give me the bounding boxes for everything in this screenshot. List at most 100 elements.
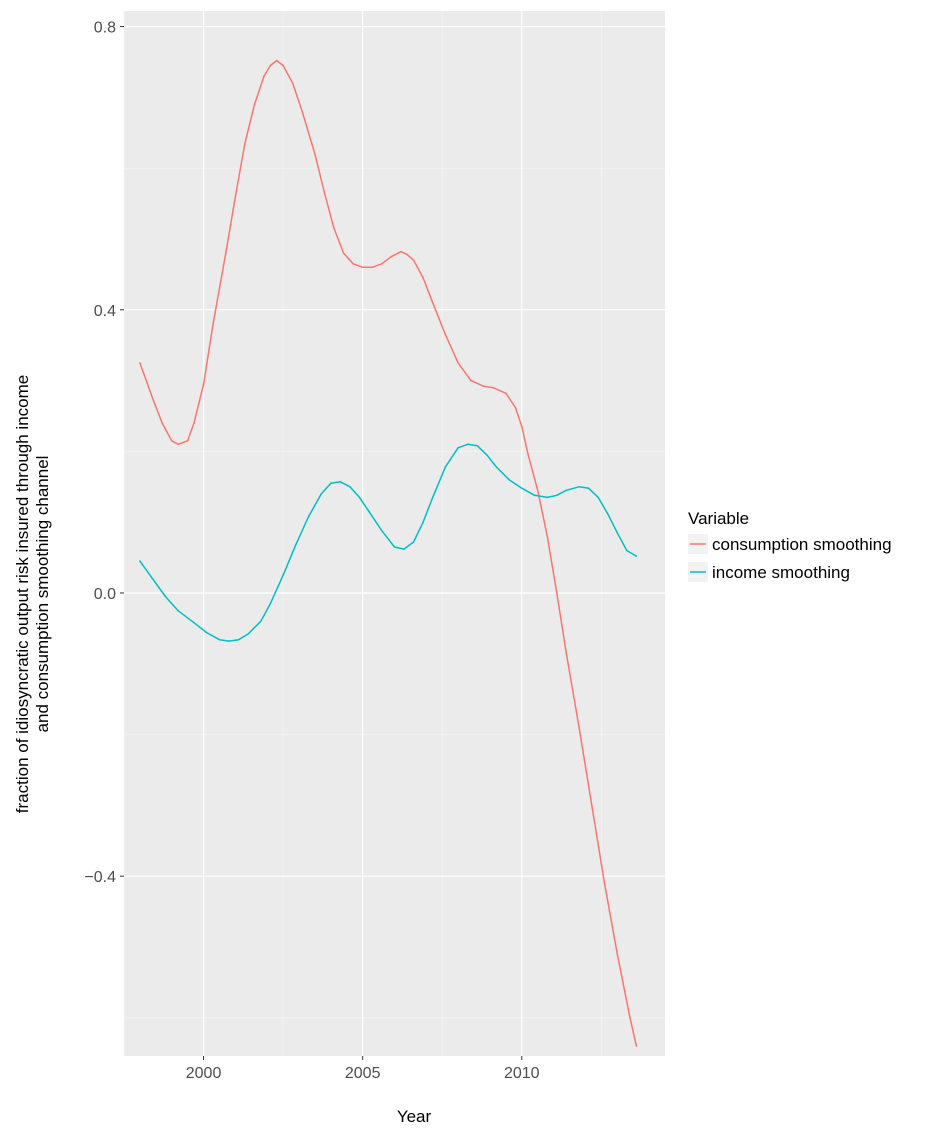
consumption-smoothing-point (546, 535, 549, 538)
income-smoothing-point (422, 521, 424, 523)
consumption-smoothing-point (212, 323, 214, 325)
consumption-smoothing-point (381, 263, 383, 265)
income-smoothing-point (403, 548, 405, 550)
income-smoothing-point (205, 631, 208, 634)
grid (123, 11, 665, 1056)
consumption-smoothing-point (234, 195, 237, 198)
income-smoothing-point (431, 496, 434, 499)
consumption-smoothing-point (482, 385, 485, 388)
income-smoothing-point (556, 494, 558, 497)
consumption-smoothing-point (139, 362, 141, 364)
consumption-smoothing-point (186, 440, 189, 442)
consumption-smoothing-point (422, 277, 424, 279)
income-smoothing-point (218, 638, 221, 641)
income-smoothing-point (247, 633, 249, 635)
consumption-smoothing-point (253, 103, 256, 106)
consumption-smoothing-point (565, 652, 568, 654)
consumption-smoothing-point (323, 192, 326, 194)
consumption-smoothing-point (629, 1017, 631, 1019)
consumption-smoothing-point (616, 953, 619, 955)
consumption-smoothing-point (301, 110, 304, 113)
consumption-smoothing-line (139, 59, 638, 1047)
consumption-smoothing-point (603, 882, 606, 884)
income-smoothing-point (339, 481, 342, 483)
income-smoothing-point (616, 532, 619, 534)
series-lines (139, 59, 638, 1047)
consumption-smoothing-point (371, 266, 374, 269)
consumption-smoothing-point (177, 443, 179, 446)
consumption-smoothing-point (361, 266, 364, 269)
income-smoothing-point (565, 489, 568, 492)
consumption-smoothing-point (470, 379, 472, 382)
x-axis-title: Year (397, 1107, 432, 1126)
consumption-smoothing-point (556, 592, 558, 594)
legend-label-income-smoothing: income smoothing (712, 563, 850, 582)
income-smoothing-point (349, 486, 351, 488)
income-smoothing-point (635, 555, 638, 557)
income-smoothing-point (358, 496, 361, 499)
consumption-smoothing-point (444, 333, 447, 336)
consumption-smoothing-point (591, 804, 593, 807)
consumption-smoothing-point (333, 227, 335, 230)
consumption-smoothing-point (263, 75, 265, 77)
income-smoothing-point (476, 444, 479, 447)
income-smoothing-point (139, 560, 141, 562)
income-smoothing-point (228, 640, 230, 642)
income-smoothing-point (597, 496, 599, 499)
consumption-smoothing-point (269, 64, 272, 67)
consumption-smoothing-point (431, 301, 434, 304)
income-smoothing-point (444, 466, 447, 468)
income-smoothing-point (457, 447, 459, 449)
x-tick-label: 2000 (186, 1065, 222, 1082)
income-smoothing-point (393, 546, 396, 548)
panel-background (124, 11, 665, 1056)
consumption-smoothing-point (151, 397, 154, 400)
income-smoothing-point (626, 549, 628, 552)
income-smoothing-point (381, 529, 383, 532)
income-smoothing-point (282, 574, 284, 577)
y-tick-label: 0.4 (94, 303, 116, 320)
consumption-smoothing-point (492, 386, 495, 389)
consumption-smoothing-point (578, 726, 580, 729)
y-axis-title-line-1: fraction of idiosyncratic output risk in… (13, 375, 32, 813)
consumption-smoothing-point (170, 440, 173, 442)
income-smoothing-point (521, 487, 523, 490)
y-axis-title-line-2: and consumption smoothing channel (33, 456, 52, 733)
income-smoothing-point (466, 443, 469, 446)
consumption-smoothing-point (161, 422, 163, 424)
axes: 2000 2005 2010 −0.4 0.0 0.4 0.8 (84, 20, 539, 1082)
income-smoothing-point (587, 487, 590, 490)
y-tick-label: −0.4 (84, 869, 116, 886)
consumption-smoothing-point (406, 253, 409, 256)
income-smoothing-point (151, 578, 154, 580)
consumption-smoothing-point (202, 383, 205, 385)
legend-label-consumption-smoothing: consumption smoothing (712, 535, 892, 554)
consumption-smoothing-point (193, 422, 195, 424)
income-smoothing-point (164, 595, 167, 598)
x-tick-label: 2005 (345, 1065, 381, 1082)
consumption-smoothing-point (342, 252, 345, 254)
income-smoothing-point (260, 620, 262, 623)
consumption-smoothing-point (521, 425, 523, 428)
income-smoothing-point (546, 496, 549, 499)
income-smoothing-point (237, 638, 240, 641)
consumption-smoothing-point (635, 1045, 638, 1047)
consumption-smoothing-point (276, 59, 278, 62)
consumption-smoothing-point (282, 64, 284, 67)
income-smoothing-point (269, 602, 272, 605)
income-smoothing-point (508, 478, 510, 481)
y-tick-label: 0.0 (94, 586, 116, 603)
income-smoothing-point (330, 482, 332, 485)
legend: Variable consumption smoothing income smo… (688, 509, 892, 582)
consumption-smoothing-point (536, 489, 539, 492)
consumption-smoothing-point (412, 259, 415, 262)
income-smoothing-point (295, 544, 297, 546)
income-smoothing-point (193, 621, 195, 624)
consumption-smoothing-point (400, 250, 402, 253)
consumption-smoothing-point (352, 263, 354, 265)
income-smoothing-point (307, 515, 310, 518)
consumption-smoothing-point (390, 255, 393, 258)
income-smoothing-point (495, 466, 498, 468)
income-smoothing-point (578, 486, 580, 488)
